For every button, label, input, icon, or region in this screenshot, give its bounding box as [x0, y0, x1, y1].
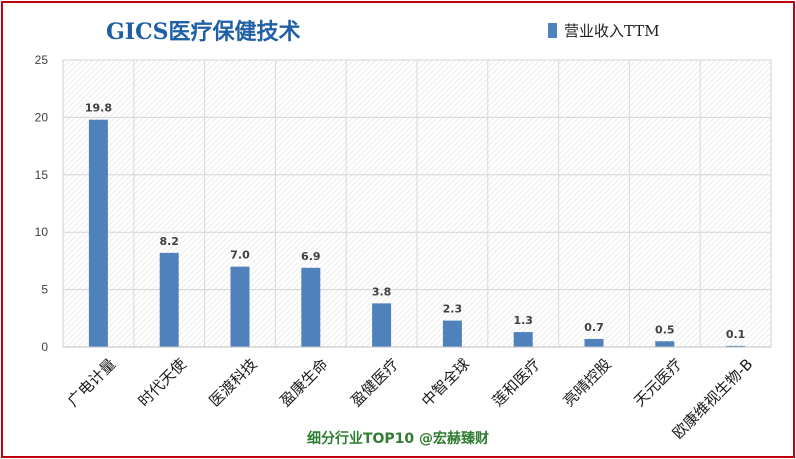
y-tick-label: 0	[41, 340, 48, 354]
legend-swatch	[548, 23, 557, 38]
x-tick-label: 亮晴控股	[560, 355, 615, 410]
data-label: 3.8	[372, 285, 392, 298]
data-label: 8.2	[159, 235, 179, 248]
bar	[88, 119, 108, 347]
bar	[301, 267, 321, 347]
bar	[726, 345, 746, 347]
x-tick-label: 时代天使	[135, 355, 190, 410]
x-tick-label: 莲和医疗	[489, 355, 544, 410]
legend: 营业收入TTM	[548, 20, 660, 41]
x-tick-label: 中智全球	[418, 355, 473, 410]
x-tick-label: 盈健医疗	[347, 355, 402, 410]
y-axis: 0 5 10 15 20 25	[35, 53, 49, 354]
y-tick-label: 10	[35, 225, 49, 239]
x-tick-label: 医渡科技	[206, 355, 261, 410]
data-label: 6.9	[301, 250, 321, 263]
y-tick-label: 15	[35, 168, 49, 182]
x-tick-label: 天元医疗	[630, 355, 685, 410]
bar	[584, 338, 604, 347]
data-label: 0.5	[655, 323, 675, 336]
bar	[159, 252, 179, 347]
x-tick-label: 盈康生命	[276, 355, 331, 410]
y-tick-label: 25	[35, 53, 49, 67]
data-label: 1.3	[513, 314, 533, 327]
legend-label: 营业收入TTM	[564, 22, 660, 40]
gridlines	[63, 59, 771, 347]
x-tick-label: 广电计量	[64, 355, 119, 410]
bar	[372, 303, 392, 347]
data-label: 0.7	[584, 321, 604, 334]
data-label: 0.1	[726, 328, 746, 341]
bar	[655, 341, 675, 347]
bar	[442, 320, 462, 347]
data-label: 19.8	[85, 102, 112, 115]
footer-watermark: 细分行业TOP10 @宏赫臻财	[306, 431, 490, 447]
y-tick-label: 20	[35, 110, 49, 124]
data-label: 7.0	[230, 249, 250, 262]
bar	[513, 332, 533, 347]
bar	[230, 266, 250, 347]
y-tick-label: 5	[41, 283, 48, 297]
chart-title: GICS医疗保健技术	[106, 19, 301, 45]
data-label: 2.3	[443, 303, 463, 316]
bars: 19.8 8.2 7.0 6.9 3.8 2.3 1.3 0.7 0.5 0.1	[85, 102, 746, 347]
